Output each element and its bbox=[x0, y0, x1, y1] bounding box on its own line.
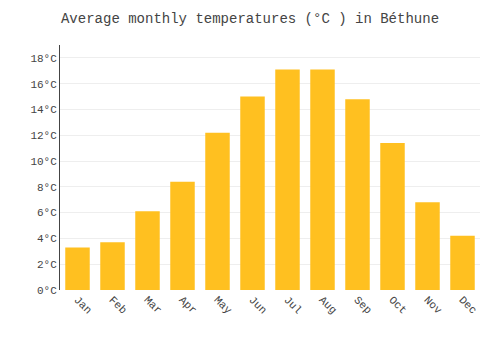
svg-text:Feb: Feb bbox=[106, 294, 128, 316]
svg-text:2°C: 2°C bbox=[37, 259, 57, 271]
svg-text:16°C: 16°C bbox=[30, 79, 57, 91]
svg-text:6°C: 6°C bbox=[37, 207, 57, 219]
svg-text:14°C: 14°C bbox=[30, 104, 57, 116]
svg-text:10°C: 10°C bbox=[30, 156, 57, 168]
svg-text:12°C: 12°C bbox=[30, 130, 57, 142]
svg-text:18°C: 18°C bbox=[30, 53, 57, 65]
svg-text:0°C: 0°C bbox=[37, 285, 57, 297]
svg-text:4°C: 4°C bbox=[37, 233, 57, 245]
svg-text:Sep: Sep bbox=[351, 294, 373, 316]
svg-text:Apr: Apr bbox=[176, 294, 198, 316]
svg-text:Jul: Jul bbox=[281, 294, 303, 316]
svg-text:Jun: Jun bbox=[246, 294, 268, 316]
svg-text:Oct: Oct bbox=[386, 294, 408, 316]
svg-text:Jan: Jan bbox=[71, 294, 93, 316]
svg-text:Nov: Nov bbox=[421, 294, 444, 317]
svg-text:May: May bbox=[211, 294, 234, 317]
svg-text:Mar: Mar bbox=[141, 294, 163, 316]
svg-text:Average monthly temperatures (: Average monthly temperatures (°C ) in Bé… bbox=[61, 11, 439, 27]
svg-text:Dec: Dec bbox=[456, 294, 478, 316]
svg-text:8°C: 8°C bbox=[37, 182, 57, 194]
svg-text:Aug: Aug bbox=[316, 294, 338, 316]
